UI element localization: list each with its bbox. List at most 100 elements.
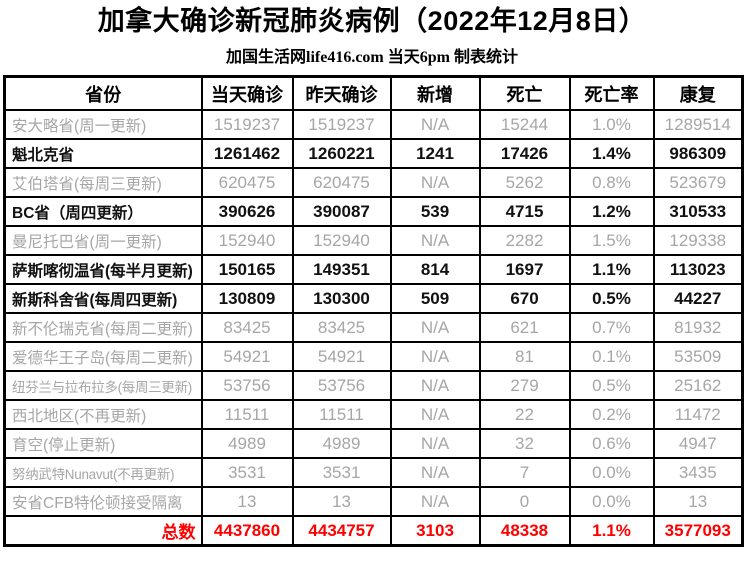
table-row: 新不伦瑞克省(每周二更新) 83425 83425 N/A 621 0.7% 81932	[3, 312, 744, 343]
value-cell: 113023	[652, 254, 744, 285]
value-cell: 0.6%	[568, 428, 655, 459]
table-row: 新斯科舍省(每周四更新) 130809 130300 509 670 0.5% 44227	[3, 283, 744, 314]
table-row: 萨斯喀彻温省(每半月更新) 150165 149351 814 1697 1.1% 1130…	[3, 254, 744, 285]
value-cell: 1.2%	[568, 196, 655, 227]
value-cell: 11472	[652, 399, 744, 430]
value-cell: 3435	[652, 457, 744, 488]
column-header: 死亡率	[568, 75, 655, 111]
column-header: 昨天确诊	[291, 75, 392, 111]
value-cell: 539	[389, 196, 481, 227]
column-header: 新增	[389, 75, 481, 111]
column-header: 当天确诊	[200, 75, 294, 111]
value-cell: 0	[478, 486, 571, 517]
value-cell: 83425	[200, 312, 294, 343]
value-cell: 25162	[652, 370, 744, 401]
value-cell: 13	[652, 486, 744, 517]
value-cell: 0.1%	[568, 341, 655, 372]
value-cell: 4989	[291, 428, 392, 459]
table-row: 艾伯塔省(每周三更新) 620475 620475 N/A 5262 0.8% 523679	[3, 167, 744, 198]
value-cell: 279	[478, 370, 571, 401]
value-cell: N/A	[389, 457, 481, 488]
province-name-cell: 艾伯塔省(每周三更新)	[3, 167, 203, 198]
value-cell: N/A	[389, 341, 481, 372]
province-name-cell: 育空(停止更新)	[3, 428, 203, 459]
value-cell: 11511	[200, 399, 294, 430]
value-cell: N/A	[389, 109, 481, 140]
value-cell: 0.2%	[568, 399, 655, 430]
value-cell: 83425	[291, 312, 392, 343]
province-name-cell: 西北地区(不再更新)	[3, 399, 203, 430]
value-cell: 1519237	[291, 109, 392, 140]
value-cell: 152940	[291, 225, 392, 256]
value-cell: 0.8%	[568, 167, 655, 198]
value-cell: 7	[478, 457, 571, 488]
value-cell: 81932	[652, 312, 744, 343]
value-cell: 4715	[478, 196, 571, 227]
value-cell: 53756	[291, 370, 392, 401]
value-cell: 1260221	[291, 138, 392, 169]
province-name-cell: BC省（周四更新）	[3, 196, 203, 227]
value-cell: 1.0%	[568, 109, 655, 140]
value-cell: 814	[389, 254, 481, 285]
value-cell: N/A	[389, 370, 481, 401]
value-cell: 53509	[652, 341, 744, 372]
province-name-cell: 努纳武特Nunavut(不再更新)	[3, 457, 203, 488]
province-name-cell: 新不伦瑞克省(每周二更新)	[3, 312, 203, 343]
value-cell: 0.5%	[568, 283, 655, 314]
value-cell: 129338	[652, 225, 744, 256]
value-cell: 4434757	[291, 515, 392, 547]
value-cell: 620475	[200, 167, 294, 198]
table-row: 纽芬兰与拉布拉多(每周三更新) 53756 53756 N/A 279 0.5% 25162	[3, 370, 744, 401]
table-row: 安省CFB特伦顿接受隔离 13 13 N/A 0 0.0% 13	[3, 486, 744, 517]
table-row: 爱德华王子岛(每周二更新) 54921 54921 N/A 81 0.1% 53509	[3, 341, 744, 372]
value-cell: 130300	[291, 283, 392, 314]
value-cell: N/A	[389, 312, 481, 343]
table-row: 努纳武特Nunavut(不再更新) 3531 3531 N/A 7 0.0% 3435	[3, 457, 744, 488]
value-cell: 1697	[478, 254, 571, 285]
value-cell: 13	[200, 486, 294, 517]
table-row: 曼尼托巴省(周一更新) 152940 152940 N/A 2282 1.5% 129338	[3, 225, 744, 256]
covid-stats-table: 省份 当天确诊 昨天确诊 新增 死亡 死亡率 康复 安大略省(周一更新) 1519237 151…	[3, 75, 744, 547]
value-cell: 0.0%	[568, 486, 655, 517]
value-cell: 48338	[478, 515, 571, 547]
province-name-cell: 魁北克省	[3, 138, 203, 169]
value-cell: 523679	[652, 167, 744, 198]
value-cell: 54921	[200, 341, 294, 372]
value-cell: 1261462	[200, 138, 294, 169]
value-cell: 4437860	[200, 515, 294, 547]
column-header: 死亡	[478, 75, 571, 111]
province-name-cell: 安大略省(周一更新)	[3, 109, 203, 140]
value-cell: 509	[389, 283, 481, 314]
value-cell: 0.7%	[568, 312, 655, 343]
province-name-cell: 安省CFB特伦顿接受隔离	[3, 486, 203, 517]
province-name-cell: 爱德华王子岛(每周二更新)	[3, 341, 203, 372]
page-subtitle: 加国生活网life416.com 当天6pm 制表统计	[226, 49, 518, 66]
province-name-cell: 新斯科舍省(每周四更新)	[3, 283, 203, 314]
table-row: 西北地区(不再更新) 11511 11511 N/A 22 0.2% 11472	[3, 399, 744, 430]
value-cell: 2282	[478, 225, 571, 256]
value-cell: 0.5%	[568, 370, 655, 401]
value-cell: 5262	[478, 167, 571, 198]
province-name-cell: 纽芬兰与拉布拉多(每周三更新)	[3, 370, 203, 401]
value-cell: 3531	[291, 457, 392, 488]
value-cell: 4947	[652, 428, 744, 459]
value-cell: 621	[478, 312, 571, 343]
value-cell: 149351	[291, 254, 392, 285]
province-name-cell: 萨斯喀彻温省(每半月更新)	[3, 254, 203, 285]
value-cell: N/A	[389, 486, 481, 517]
value-cell: 152940	[200, 225, 294, 256]
table-header-row: 省份 当天确诊 昨天确诊 新增 死亡 死亡率 康复	[3, 75, 744, 111]
value-cell: 3103	[389, 515, 481, 547]
value-cell: 32	[478, 428, 571, 459]
value-cell: 13	[291, 486, 392, 517]
page-title: 加拿大确诊新冠肺炎病例（2022年12月8日）	[97, 6, 647, 36]
table-row: 安大略省(周一更新) 1519237 1519237 N/A 15244 1.0% 1289…	[3, 109, 744, 140]
table-body: 安大略省(周一更新) 1519237 1519237 N/A 15244 1.0% 1289…	[3, 109, 744, 547]
value-cell: N/A	[389, 225, 481, 256]
value-cell: 1.1%	[568, 254, 655, 285]
value-cell: 11511	[291, 399, 392, 430]
value-cell: 53756	[200, 370, 294, 401]
province-name-cell: 曼尼托巴省(周一更新)	[3, 225, 203, 256]
value-cell: 3531	[200, 457, 294, 488]
value-cell: 1.4%	[568, 138, 655, 169]
